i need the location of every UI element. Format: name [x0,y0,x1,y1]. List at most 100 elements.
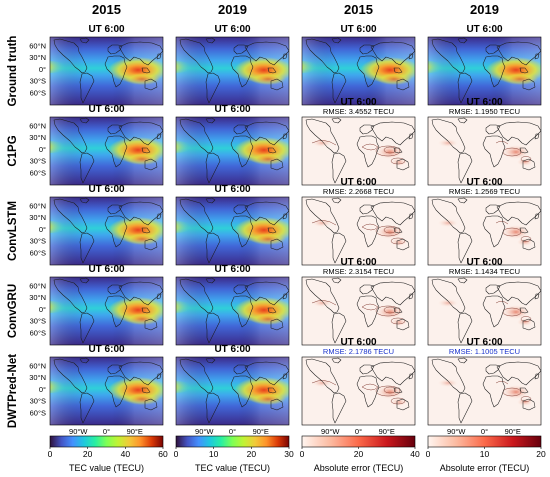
colorbar-tick-label: 40 [410,449,420,459]
panel-time-title: UT 6:00 [466,177,503,188]
panel-time-title: UT 6:00 [214,184,251,195]
colorbar-gradient [301,435,416,448]
map-field [428,37,541,105]
map-field [302,357,415,425]
row-model-label: DWTPred-Net [7,354,19,428]
colorbar-tick-label: 0 [426,449,431,459]
ionization-edge [176,301,192,313]
longitude-tick-label: 90°W [69,427,88,436]
latitude-tick-label: 30°S [30,397,46,406]
latitude-tick-label: 30°S [30,237,46,246]
latitude-tick-label: 0° [39,225,46,234]
map-field [302,277,415,345]
longitude-tick-label: 0° [481,427,488,436]
error-hotspot [502,225,530,239]
panel-frame [49,36,164,106]
colorbar-label: TEC value (TECU) [195,463,270,473]
colorbar-tick-label: 20 [536,449,546,459]
colorbar-tick-label: 20 [83,449,93,459]
map-field [176,277,289,345]
map-field [302,117,415,185]
panel-time-title: UT 6:00 [88,184,125,195]
latitude-tick-label: 60°N [29,361,46,370]
panel-rmse-label: RMSE: 1.1434 TECU [449,267,520,276]
ionization-edge [50,141,66,153]
ionization-edge [50,221,66,233]
map-panel: UT 6:00 90°W 0° 90°E [49,344,164,436]
map-panel: UT 6:00 [175,24,290,106]
map-panel: UT 6:00 [49,264,164,346]
map-panel: UT 6:00 [175,104,290,186]
ionization-crest-south [124,233,160,245]
ionization-crest-south [124,73,160,85]
ionization-crest-south [502,73,538,85]
panel-time-title: UT 6:00 [214,344,251,355]
colorbar-tick-label: 60 [158,449,168,459]
error-hotspot [438,219,458,227]
colorbar-tick-label: 30 [284,449,294,459]
longitude-tick-label: 90°E [505,427,521,436]
latitude-tick-label: 30°N [29,53,46,62]
map-field [176,37,289,105]
colorbar-tick-label: 10 [480,449,490,459]
ionization-edge [50,381,66,393]
panel-frame [301,196,416,266]
panel-frame [175,196,290,266]
map-field [428,117,541,185]
latitude-tick-label: 30°N [29,133,46,142]
ionization-edge [302,61,318,73]
colorbar-tick-label: 20 [354,449,364,459]
panel-time-title: UT 6:00 [340,97,377,108]
column-year-header: 2019 [470,2,499,17]
error-hotspot [502,145,530,159]
panel-frame [49,276,164,346]
panel-frame [301,356,416,426]
map-panel: UT 6:00 [175,184,290,266]
panel-frame [427,116,542,186]
panel-frame [175,356,290,426]
longitude-tick-label: 90°E [379,427,395,436]
longitude-tick-label: 90°W [447,427,466,436]
colorbar: 0 20 40 60 TEC value (TECU) [48,435,168,473]
latitude-tick-label: 30°S [30,157,46,166]
panel-time-title: UT 6:00 [88,344,125,355]
panel-time-title: UT 6:00 [466,24,503,35]
error-hotspot [517,158,533,166]
colorbar-label: Absolute error (TECU) [314,463,404,473]
colorbar-gradient [49,435,164,448]
colorbar-label: Absolute error (TECU) [440,463,530,473]
latitude-tick-label: 60°N [29,281,46,290]
panel-rmse-label: RMSE: 2.2668 TECU [323,187,394,196]
longitude-tick-label: 90°E [253,427,269,436]
colorbar: 0 10 20 30 TEC value (TECU) [174,435,294,473]
ionization-crest-south [124,313,160,325]
ionization-crest-south [250,313,286,325]
error-hotspot [502,385,530,399]
longitude-tick-label: 0° [355,427,362,436]
error-hotspot [517,318,533,326]
longitude-tick-label: 90°W [321,427,340,436]
colorbar-tick-label: 0 [174,449,179,459]
colorbar-tick-label: 0 [48,449,53,459]
latitude-tick-label: 60°S [30,248,46,257]
longitude-tick-label: 0° [229,427,236,436]
ionization-crest-south [250,233,286,245]
map-field [176,357,289,425]
colorbar: 0 10 20 Absolute error (TECU) [426,435,546,473]
map-panel: UT 6:00 [49,104,164,186]
latitude-tick-label: 60°N [29,201,46,210]
latitude-tick-label: 0° [39,385,46,394]
map-panel: UT 6:00 [427,24,542,106]
error-hotspot [438,379,458,387]
panel-time-title: UT 6:00 [88,24,125,35]
panel-frame [427,36,542,106]
panel-frame [49,116,164,186]
panel-frame [175,276,290,346]
panel-frame [49,356,164,426]
longitude-tick-label: 0° [103,427,110,436]
panel-frame [301,276,416,346]
